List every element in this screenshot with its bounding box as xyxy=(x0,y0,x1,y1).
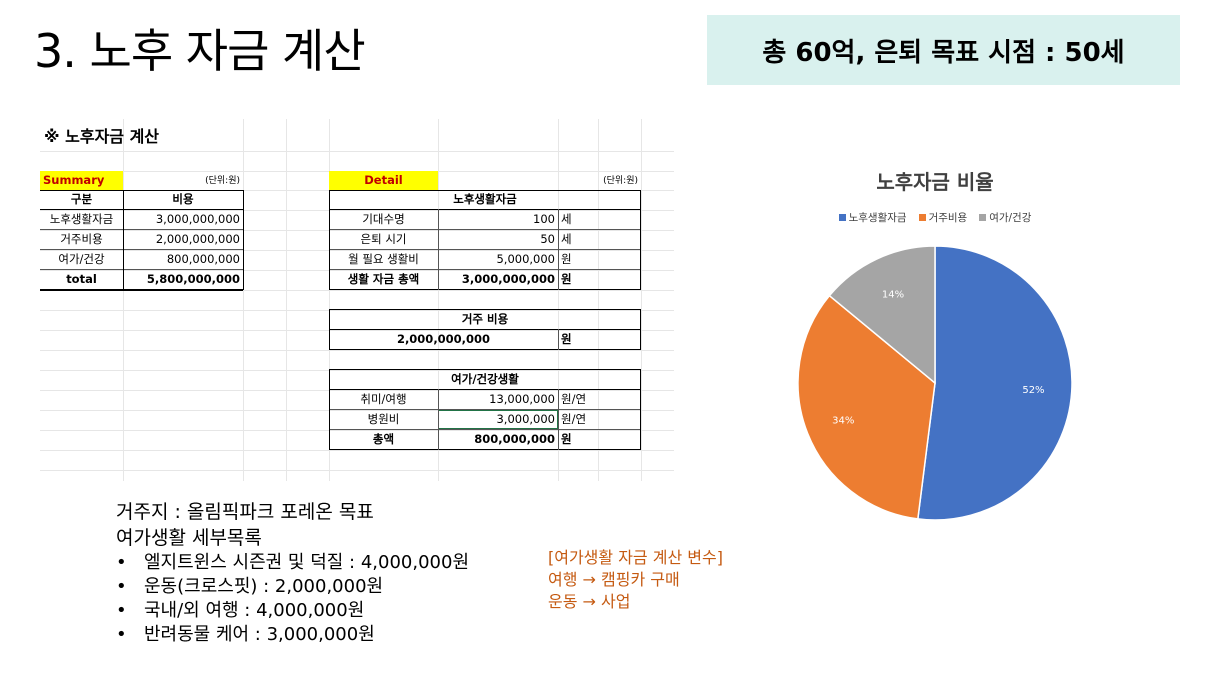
bullet-icon: • xyxy=(116,600,127,621)
summary-header-cost: 비용 xyxy=(172,192,194,206)
living-total-label: 생활 자금 총액 xyxy=(347,272,420,286)
leisure-row-unit: 원/연 xyxy=(561,412,587,426)
leisure-row-value-selected[interactable]: 3,000,000 xyxy=(438,410,558,429)
summary-row-value: 800,000,000 xyxy=(166,252,240,266)
leisure-row-unit: 원/연 xyxy=(561,392,587,406)
variables-title: [여가생활 자금 계산 변수] xyxy=(548,548,723,567)
living-row-value: 50 xyxy=(540,232,555,246)
housing-unit: 원 xyxy=(561,332,572,346)
living-row-value: 100 xyxy=(533,212,555,226)
detail-label: Detail xyxy=(329,171,438,190)
living-row-value: 5,000,000 xyxy=(496,252,555,266)
housing-header: 거주 비용 xyxy=(461,312,509,326)
leisure-header: 여가/건강생활 xyxy=(451,372,519,386)
leisure-total-label: 총액 xyxy=(372,432,395,446)
legend-item: 거주비용 xyxy=(918,210,967,225)
living-total-value: 3,000,000,000 xyxy=(461,272,555,286)
list-item: • 운동(크로스핏) : 2,000,000원 xyxy=(116,576,384,597)
legend-swatch xyxy=(918,214,926,221)
pie-chart: 52% 34% 14% xyxy=(797,245,1073,521)
living-row-unit: 세 xyxy=(561,232,572,246)
list-item: • 반려동물 케어 : 3,000,000원 xyxy=(116,624,375,645)
goal-banner: 총 60억, 은퇴 목표 시점 : 50세 xyxy=(707,15,1180,85)
pie-slice-2 xyxy=(797,294,936,520)
chart-title: 노후자금 비율 xyxy=(876,170,994,194)
summary-total-label: total xyxy=(66,272,97,286)
slide-title: 3. 노후 자금 계산 xyxy=(34,24,366,78)
legend-swatch xyxy=(838,214,846,221)
living-row-unit: 세 xyxy=(561,212,572,226)
list-item: • 국내/외 여행 : 4,000,000원 xyxy=(116,600,365,621)
living-row-label: 은퇴 시기 xyxy=(360,232,407,246)
variables-line: 여행 → 캠핑카 구매 xyxy=(548,570,680,589)
legend-item: 여가/건강 xyxy=(979,210,1031,225)
housing-value: 2,000,000,000 xyxy=(396,332,491,346)
living-row-unit: 원 xyxy=(561,252,572,266)
leisure-total-value: 800,000,000 xyxy=(474,432,555,446)
summary-row-value: 3,000,000,000 xyxy=(155,212,240,226)
living-header: 노후생활자금 xyxy=(453,192,517,206)
notes: 거주지 : 올림픽파크 포레온 목표 여가생활 세부목록 • 엘지트윈스 시즌권 … xyxy=(116,499,469,647)
pie-slice-label: 14% xyxy=(882,290,904,301)
pie-slice-label: 34% xyxy=(832,415,854,426)
residence-note: 거주지 : 올림픽파크 포레온 목표 xyxy=(116,501,374,523)
bullet-icon: • xyxy=(116,552,127,573)
leisure-row-label: 취미/여행 xyxy=(360,392,407,406)
leisure-row-value: 13,000,000 xyxy=(489,392,555,406)
living-total-unit: 원 xyxy=(561,272,572,286)
leisure-variables: [여가생활 자금 계산 변수] 여행 → 캠핑카 구매 운동 → 사업 xyxy=(548,547,723,613)
sheet-title: ※ 노후자금 계산 xyxy=(44,127,160,146)
bullet-icon: • xyxy=(116,624,127,645)
summary-row-label: 여가/건강 xyxy=(58,252,105,266)
summary-header-category: 구분 xyxy=(70,192,93,206)
spreadsheet: ※ 노후자금 계산 Summary (단위:원) 구분 비용 노후생활자금 3,… xyxy=(40,119,674,481)
leisure-total-unit: 원 xyxy=(561,432,572,446)
pie-slice-1 xyxy=(916,245,1073,521)
leisure-row-label: 병원비 xyxy=(367,412,400,426)
variables-line: 운동 → 사업 xyxy=(548,592,631,611)
leisure-list: • 엘지트윈스 시즌권 및 덕질 : 4,000,000원 • 운동(크로스핏) :… xyxy=(116,551,469,647)
summary-label: Summary xyxy=(40,171,123,190)
summary-row-label: 노후생활자금 xyxy=(49,212,114,226)
summary-total-value: 5,800,000,000 xyxy=(146,272,240,286)
detail-unit: (단위:원) xyxy=(603,176,638,186)
legend-item: 노후생활자금 xyxy=(838,210,907,225)
pie-slice-3 xyxy=(828,245,936,385)
bullet-icon: • xyxy=(116,576,127,597)
living-row-label: 기대수명 xyxy=(362,212,405,226)
pie-slice-label: 52% xyxy=(1022,385,1044,396)
chart-legend: 노후생활자금 거주비용 여가/건강 xyxy=(790,210,1080,225)
living-row-label: 월 필요 생활비 xyxy=(348,252,419,266)
leisure-title: 여가생활 세부목록 xyxy=(116,527,262,549)
summary-row-label: 거주비용 xyxy=(60,232,103,246)
summary-unit: (단위:원) xyxy=(205,176,240,186)
legend-swatch xyxy=(979,214,987,221)
summary-row-value: 2,000,000,000 xyxy=(155,232,240,246)
list-item: • 엘지트윈스 시즌권 및 덕질 : 4,000,000원 xyxy=(116,552,469,573)
